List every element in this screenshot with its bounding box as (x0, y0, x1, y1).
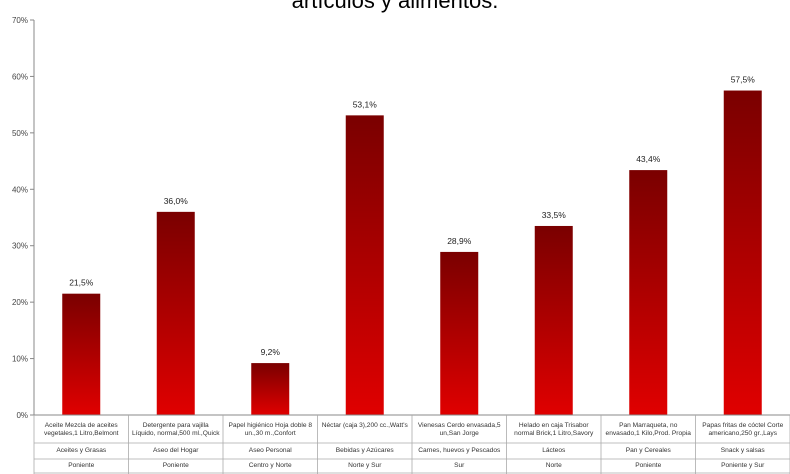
bar (156, 211, 195, 415)
bar-value-label: 28,9% (447, 236, 472, 246)
category-zone-label: Poniente (68, 462, 95, 470)
category-product-label: Néctar (caja 3),200 cc.,Watt's (321, 422, 408, 429)
bar (723, 90, 762, 416)
y-tick-label: 70% (12, 16, 28, 25)
category-zone-label: Poniente y Sur (721, 462, 765, 470)
category-group-label: Snack y salsas (720, 447, 765, 455)
category-product-label: Papas fritas de cóctel Corte americano,2… (702, 422, 784, 438)
bar-value-label: 36,0% (164, 196, 189, 206)
data-labels: 21,5% 36,0% 9,2% 53,1% 28,9% 33,5% 43,4% 57,5% (69, 75, 755, 358)
bar (534, 225, 573, 415)
y-tick-label: 0% (16, 411, 28, 420)
bar-value-label: 53,1% (353, 99, 378, 109)
category-zone-label: Sur (454, 462, 465, 470)
category-product-label: Papel higiénico Hoja doble 8 un.,30 m.,C… (228, 422, 313, 438)
category-group-label: Bebidas y Azúcares (335, 447, 394, 455)
y-tick-label: 30% (12, 242, 28, 251)
y-axis: 0% 10% 20% 30% 40% 50% 60% 70% (12, 16, 35, 420)
category-group-label: Pan y Cereales (625, 447, 671, 455)
bar-value-label: 9,2% (261, 347, 281, 357)
category-zone-label: Norte (545, 462, 562, 470)
bar (345, 115, 384, 415)
category-group-label: Aceites y Grasas (56, 447, 107, 455)
category-product-label: Pan Marraqueta, no envasado,1 Kilo,Prod.… (605, 422, 691, 438)
bar-value-label: 21,5% (69, 278, 94, 288)
category-zone-label: Poniente (635, 462, 662, 470)
bar-value-label: 57,5% (731, 75, 756, 85)
y-tick-label: 40% (12, 185, 28, 194)
bar (62, 293, 101, 415)
bar (629, 170, 668, 415)
category-zone-label: Norte y Sur (348, 462, 382, 470)
y-tick-label: 20% (12, 298, 28, 307)
bar-value-label: 33,5% (542, 210, 567, 220)
y-tick-label: 50% (12, 129, 28, 138)
chart-title: artículos y alimentos. (291, 0, 499, 13)
bar (440, 251, 479, 415)
bars (62, 90, 762, 416)
category-product-label: Aceite Mezcla de aceites vegetales,1 Lit… (44, 422, 119, 438)
category-product-label: Detergente para vajilla Líquido, normal,… (131, 422, 220, 438)
category-zone-label: Poniente (162, 462, 189, 470)
category-group-label: Aseo Personal (248, 447, 292, 455)
category-group-label: Carnes, huevos y Pescados (418, 447, 501, 455)
category-product-label: Helado en caja Trisabor normal Brick,1 L… (514, 422, 594, 438)
bar (251, 363, 290, 415)
category-group-label: Aseo del Hogar (153, 447, 199, 455)
y-tick-label: 10% (12, 355, 28, 364)
category-table: Aceite Mezcla de aceites vegetales,1 Lit… (33, 414, 790, 474)
bar-value-label: 43,4% (636, 154, 661, 164)
category-group-label: Lácteos (542, 447, 566, 455)
y-tick-label: 60% (12, 72, 28, 81)
category-zone-label: Centro y Norte (248, 462, 292, 470)
category-product-label: Vienesas Cerdo envasada,5 un,San Jorge (417, 422, 501, 438)
